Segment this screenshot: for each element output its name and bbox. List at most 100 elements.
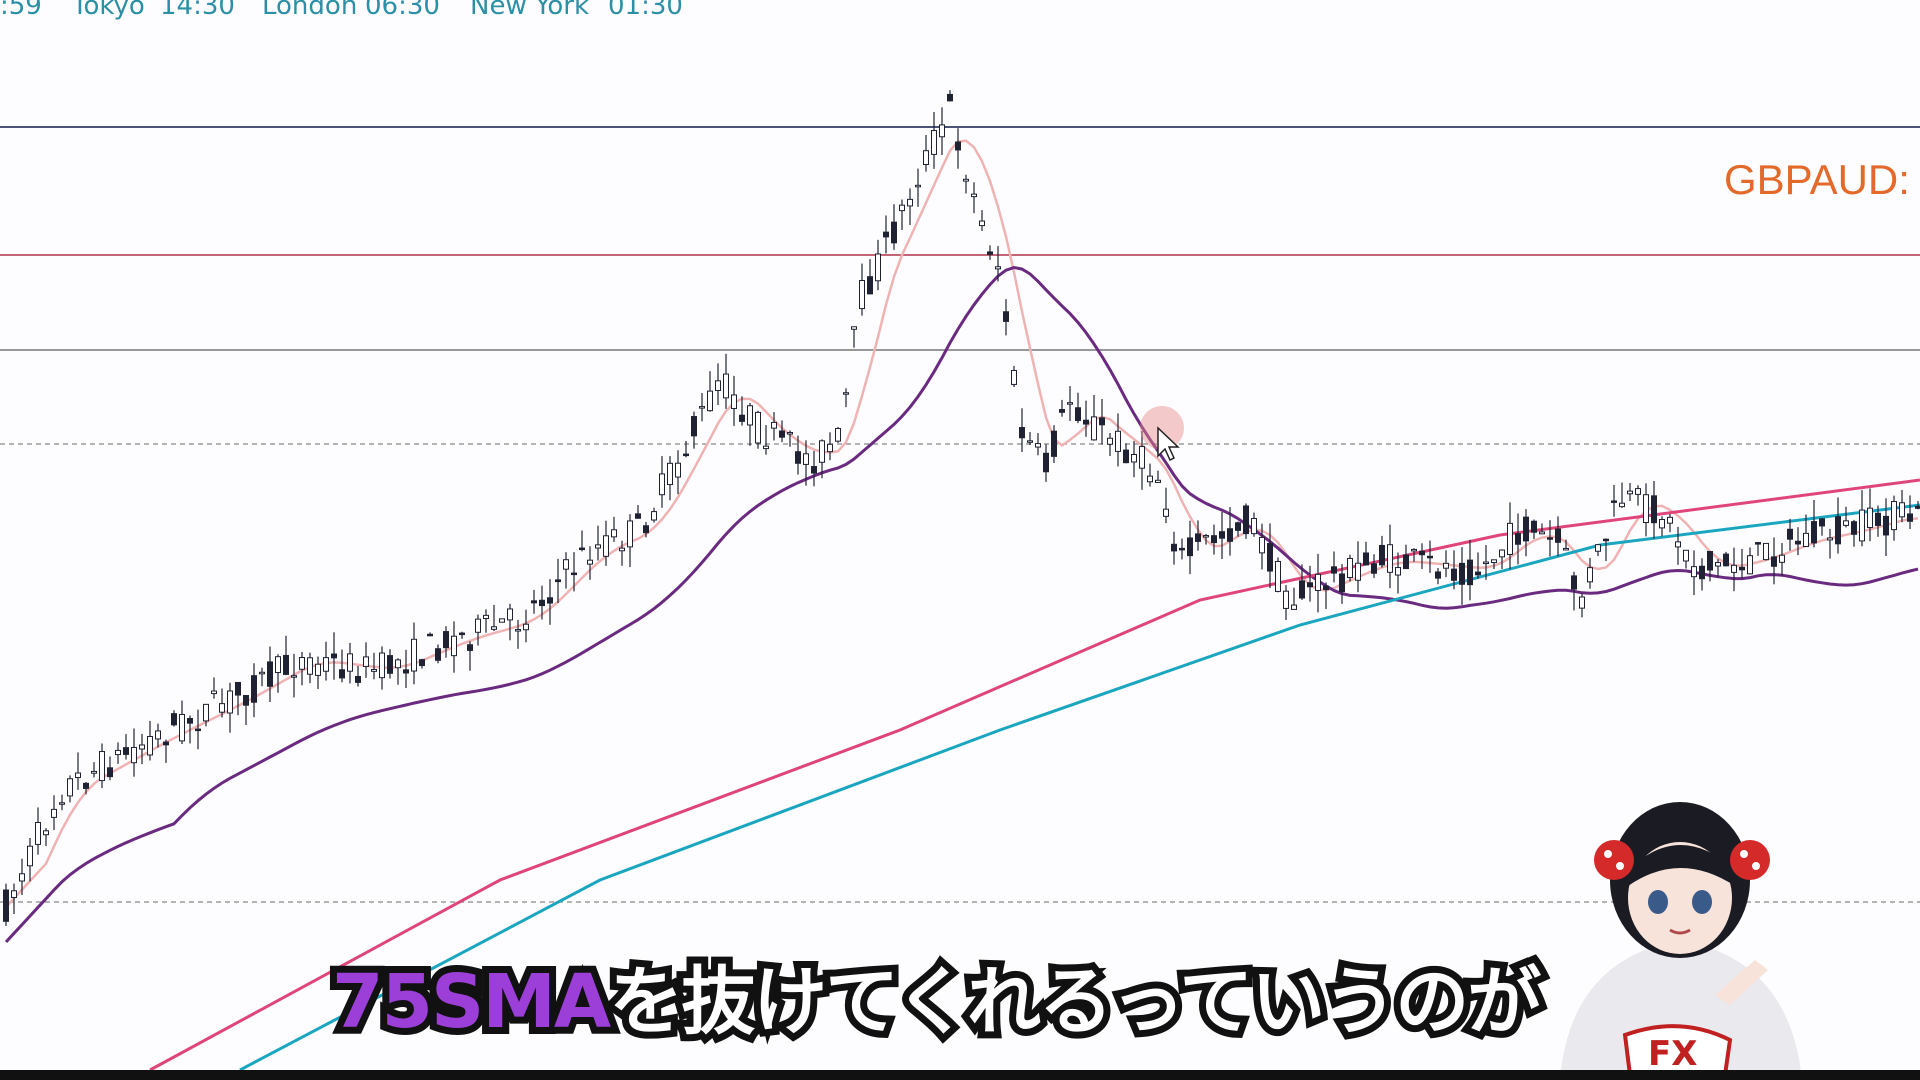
candle-body [723, 373, 729, 399]
candle-body [1067, 402, 1073, 405]
candle-body [1675, 541, 1681, 548]
candle-body [563, 559, 569, 570]
candle-body [259, 671, 265, 675]
candle-body [379, 652, 385, 679]
candle-body [1835, 516, 1841, 545]
subtitle-text: を抜けてくれるっていうのが [602, 952, 1548, 1052]
candle-body [1795, 540, 1801, 545]
candle-body [1595, 544, 1601, 552]
candle-body [611, 529, 617, 538]
candle-body [483, 614, 489, 620]
candle-body [395, 659, 401, 669]
candle-body [1515, 533, 1521, 545]
candle-body [1219, 531, 1225, 539]
candle-body [1027, 440, 1033, 443]
candle-body [323, 657, 329, 672]
candle-body [1083, 419, 1089, 425]
candle-body [1051, 430, 1057, 457]
candle-body [403, 669, 409, 674]
candle-body [1787, 528, 1793, 540]
candle-body [43, 830, 49, 836]
candlesticks [3, 90, 1920, 926]
candle-body [35, 821, 41, 845]
candle-body [779, 430, 785, 438]
candle-body [123, 747, 129, 755]
candle-body [3, 889, 9, 922]
candle-body [435, 648, 441, 661]
candle-body [1323, 585, 1329, 591]
clock-fragment: :59 [0, 0, 42, 21]
candle-body [1587, 567, 1593, 583]
candle-body [1819, 518, 1825, 527]
candle-body [1467, 559, 1473, 586]
candle-body [1427, 555, 1433, 559]
candle-body [859, 280, 865, 310]
candle-body [1619, 502, 1625, 508]
candle-body [1755, 542, 1761, 545]
candle-body [1867, 507, 1873, 528]
candle-body [1259, 536, 1265, 554]
candle-body [715, 380, 721, 391]
newyork-time: 01:30 [608, 0, 683, 21]
candle-body [1779, 554, 1785, 563]
candle-body [1123, 449, 1129, 464]
candle-body [1723, 553, 1729, 567]
candle-body [675, 462, 681, 478]
candle-body [1659, 519, 1665, 529]
candle-body [811, 466, 817, 474]
candle-body [867, 276, 873, 295]
candle-body [947, 93, 953, 102]
candle-body [1307, 582, 1313, 588]
candle-body [1571, 575, 1577, 590]
symbol-label: GBPAUD: [1724, 156, 1910, 203]
candle-body [1883, 515, 1889, 536]
candle-body [1075, 407, 1081, 421]
candle-body [1107, 437, 1113, 445]
bottom-bar [0, 1070, 1920, 1080]
candle-body [1603, 538, 1609, 542]
candle-body [1907, 513, 1913, 522]
candle-body [1059, 409, 1065, 413]
candle-body [1283, 590, 1289, 609]
candle-body [1395, 567, 1401, 576]
candle-body [203, 703, 209, 722]
candle-body [27, 845, 33, 867]
candle-body [843, 392, 849, 395]
candle-body [963, 178, 969, 182]
candle-body [931, 130, 937, 155]
candle-body [1491, 559, 1497, 564]
candle-body [1651, 495, 1657, 524]
candle-body [67, 778, 73, 797]
candle-body [907, 198, 913, 207]
vtuber-avatar-icon: FX [1560, 802, 1802, 1080]
candle-body [1163, 508, 1169, 517]
candle-body [1539, 531, 1545, 535]
candle-body [803, 453, 809, 465]
candle-body [1635, 488, 1641, 495]
candle-body [771, 421, 777, 429]
candle-body [1139, 446, 1145, 469]
candle-body [1419, 550, 1425, 556]
candle-body [195, 728, 201, 732]
candle-body [51, 808, 57, 818]
candle-body [539, 599, 545, 607]
candle-body [219, 703, 225, 713]
candle-body [211, 690, 217, 695]
candle-body [99, 751, 105, 782]
candle-body [355, 675, 361, 683]
candle-body [179, 713, 185, 742]
candle-body [579, 547, 585, 551]
candle-body [187, 718, 193, 724]
candle-body [131, 746, 137, 764]
candle-body [923, 150, 929, 166]
candle-body [1003, 311, 1009, 322]
candle-body [427, 633, 433, 637]
subtitle-caption: 75SMAを抜けてくれるっていうのが [325, 942, 1548, 1052]
candle-body [555, 579, 561, 583]
candle-body [971, 193, 977, 198]
candle-body [1091, 416, 1097, 441]
candle-body [1011, 369, 1017, 385]
candle-body [227, 690, 233, 714]
candle-body [587, 559, 593, 565]
